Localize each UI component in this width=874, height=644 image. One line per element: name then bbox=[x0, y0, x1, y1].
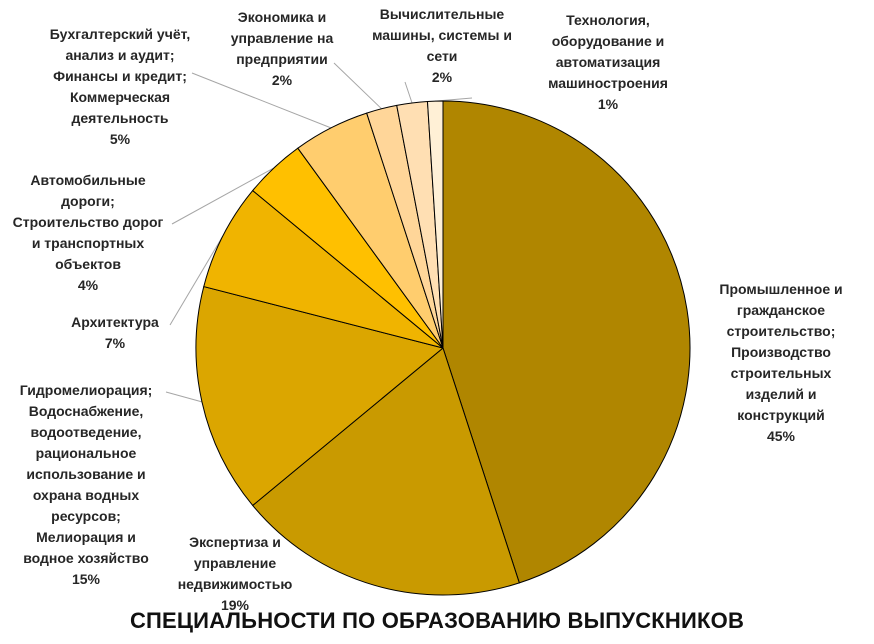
slice-label-line: Коммерческая bbox=[69, 89, 171, 105]
slice-value-label: 4% bbox=[77, 277, 99, 293]
leader-line-4 bbox=[169, 235, 224, 326]
slice-label-line: Экономика и bbox=[237, 9, 327, 25]
slice-label-line: Промышленное и bbox=[719, 281, 843, 297]
slice-label-line: оборудование и bbox=[551, 33, 665, 49]
slice-value-label: 2% bbox=[431, 69, 453, 85]
slice-label-line: водоотведение, bbox=[30, 424, 142, 440]
slice-label-line: машины, системы и bbox=[372, 27, 512, 43]
leader-line-6 bbox=[191, 72, 332, 129]
chart-title: СПЕЦИАЛЬНОСТИ ПО ОБРАЗОВАНИЮ ВЫПУСКНИКОВ bbox=[129, 608, 745, 633]
pie-slices bbox=[195, 100, 691, 596]
slice-label-line: деятельность bbox=[71, 110, 169, 126]
slice-label-line: предприятии bbox=[236, 51, 328, 67]
leader-line-5 bbox=[171, 167, 275, 225]
slice-label-3: Гидромелиорация; Водоснабжение, водоотведе… bbox=[6, 380, 166, 590]
slice-label-line: водное хозяйство bbox=[23, 550, 149, 566]
slice-value-label: 45% bbox=[766, 428, 796, 444]
slice-label-line: конструкций bbox=[737, 407, 825, 423]
slice-label-line: Архитектура bbox=[71, 314, 159, 330]
leader-line-8 bbox=[404, 81, 413, 104]
slice-label-6: Бухгалтерский учёт, анализ и аудит; Финанс… bbox=[40, 24, 200, 150]
slice-label-line: и транспортных bbox=[31, 235, 145, 251]
slice-value-label: 2% bbox=[271, 72, 293, 88]
slice-label-line: гражданское bbox=[736, 302, 826, 318]
slice-label-line: Финансы и кредит; bbox=[53, 68, 187, 84]
leader-line-3 bbox=[165, 391, 203, 403]
slice-label-line: Водоснабжение, bbox=[28, 403, 144, 419]
slice-label-5: Автомобильные дороги; Строительство дорог и… bbox=[4, 170, 172, 296]
pie-slice-9 bbox=[426, 100, 444, 349]
leader-line-7 bbox=[333, 62, 382, 110]
slice-label-line: дороги; bbox=[61, 193, 115, 209]
slice-label-line: объектов bbox=[55, 256, 121, 272]
slice-label-8: Вычислительные машины, системы и сети 2% bbox=[362, 4, 522, 88]
slice-label-line: машиностроения bbox=[548, 75, 668, 91]
slice-label-line: автоматизация bbox=[555, 54, 661, 70]
slice-label-line: анализ и аудит; bbox=[65, 47, 175, 63]
slice-label-1: Промышленное и гражданское строительство; П… bbox=[706, 279, 856, 447]
slice-label-line: строительство; bbox=[726, 323, 836, 339]
slice-label-line: недвижимостью bbox=[177, 576, 293, 592]
slice-label-line: управление bbox=[193, 555, 277, 571]
pie-slice-1 bbox=[442, 100, 691, 584]
pie-slice-4 bbox=[203, 190, 444, 349]
slice-label-line: Бухгалтерский учёт, bbox=[49, 26, 191, 42]
slice-label-line: строительных bbox=[730, 365, 832, 381]
slice-label-line: рациональное bbox=[35, 445, 137, 461]
slice-label-7: Экономика и управление на предприятии 2% bbox=[218, 7, 346, 91]
slice-label-line: Автомобильные bbox=[30, 172, 146, 188]
leader-lines bbox=[165, 62, 473, 403]
pie-slice-3 bbox=[195, 286, 444, 506]
slice-label-line: использование и bbox=[26, 466, 146, 482]
slice-label-line: Строительство дорог bbox=[12, 214, 164, 230]
slice-label-line: Мелиорация и bbox=[36, 529, 136, 545]
slice-label-line: Экспертиза и bbox=[189, 534, 281, 550]
slice-label-line: изделий и bbox=[745, 386, 817, 402]
pie-slice-2 bbox=[252, 347, 520, 596]
slice-label-4: Архитектура 7% bbox=[66, 312, 164, 354]
slice-label-9: Технология, оборудование и автоматизация ма… bbox=[540, 10, 676, 115]
slice-label-line: Производство bbox=[731, 344, 831, 360]
slice-value-label: 1% bbox=[597, 96, 619, 112]
slice-value-label: 7% bbox=[104, 335, 126, 351]
slice-value-label: 19% bbox=[220, 597, 250, 613]
slice-label-line: ресурсов; bbox=[51, 508, 121, 524]
slice-label-line: Гидромелиорация; bbox=[19, 382, 153, 398]
slice-label-line: охрана водных bbox=[32, 487, 140, 503]
slice-label-line: управление на bbox=[230, 30, 334, 46]
slice-label-line: Вычислительные bbox=[379, 6, 505, 22]
slice-value-label: 15% bbox=[71, 571, 101, 587]
slice-value-label: 5% bbox=[109, 131, 131, 147]
slice-label-2: Экспертиза и управление недвижимостью 19% bbox=[170, 532, 300, 616]
slice-label-line: сети bbox=[426, 48, 458, 64]
slice-label-line: Технология, bbox=[566, 12, 650, 28]
